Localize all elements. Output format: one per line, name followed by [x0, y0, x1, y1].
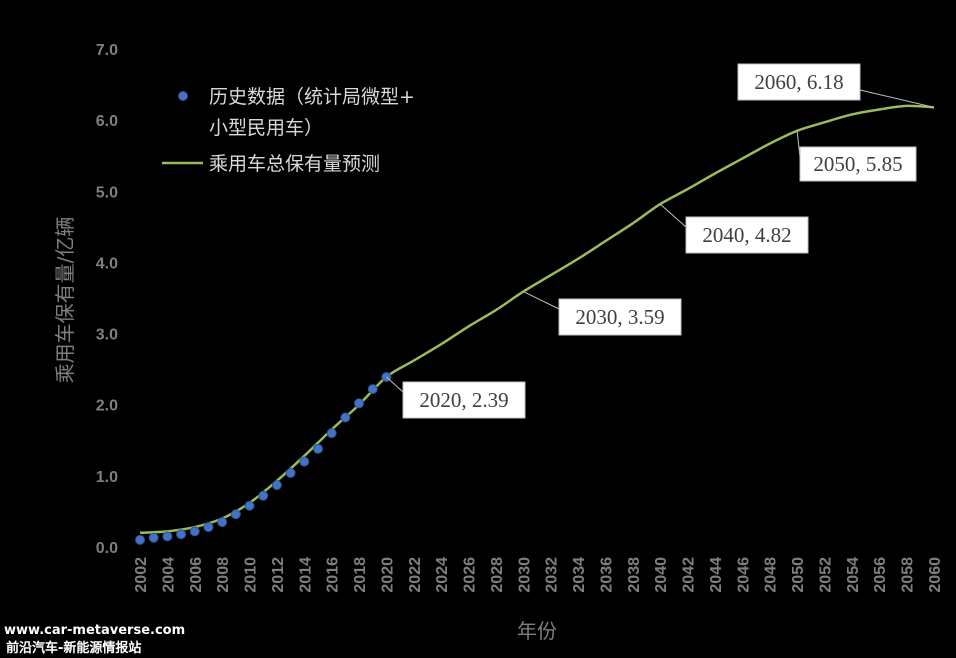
y-tick-label: 6.0 [96, 113, 118, 130]
callout-box [737, 63, 861, 101]
historical-point [354, 398, 365, 409]
historical-point [299, 456, 310, 467]
x-tick-label: 2040 [653, 557, 670, 593]
historical-point [135, 534, 145, 545]
x-tick-label: 2056 [872, 557, 889, 593]
callout-box [402, 381, 526, 419]
historical-point [244, 500, 255, 511]
historical-point [340, 412, 351, 423]
historical-point [271, 480, 282, 491]
callout-label: 2020, 2.39 [419, 388, 508, 412]
y-tick-label: 5.0 [96, 184, 118, 201]
x-tick-label: 2044 [708, 557, 725, 593]
x-tick-label: 2048 [763, 557, 780, 593]
y-axis-ticks: 0.0 1.0 2.0 3.0 4.0 5.0 6.0 7.0 [96, 42, 118, 557]
x-tick-label: 2024 [434, 557, 451, 593]
x-tick-label: 2060 [927, 557, 944, 593]
x-tick-label: 2022 [407, 557, 424, 593]
x-axis-ticks: 2002 2004 2006 2008 2010 2012 2014 2016 2018 2020… [133, 557, 944, 593]
x-tick-label: 2058 [900, 557, 917, 593]
x-tick-label: 2034 [571, 557, 588, 593]
watermark-title: 前沿汽车-新能源情报站 [6, 640, 141, 656]
y-tick-label: 1.0 [96, 469, 118, 486]
x-tick-label: 2054 [845, 557, 862, 593]
callout-label: 2040, 4.82 [702, 223, 791, 247]
historical-series [135, 371, 392, 545]
x-tick-label: 2036 [598, 557, 615, 593]
x-tick-label: 2014 [297, 557, 314, 593]
x-tick-label: 2020 [379, 557, 396, 593]
y-tick-label: 4.0 [96, 255, 118, 272]
x-tick-label: 2042 [681, 557, 698, 593]
x-tick-label: 2010 [243, 557, 260, 593]
x-axis-title: 年份 [517, 619, 557, 643]
callout-box [799, 146, 917, 182]
callout-box [558, 298, 682, 336]
historical-point [162, 531, 173, 542]
callout-box [685, 216, 809, 254]
x-tick-label: 2018 [352, 557, 369, 593]
watermark: www.car-metaverse.com 前沿汽车-新能源情报站 [4, 623, 185, 656]
historical-point [258, 490, 269, 501]
callout-leader [859, 89, 935, 108]
y-tick-label: 3.0 [96, 327, 118, 344]
callout-label: 2060, 6.18 [754, 70, 843, 94]
historical-point [367, 384, 378, 395]
y-axis-title: 乘用车保有量/亿辆 [53, 217, 77, 384]
y-tick-label: 7.0 [96, 42, 118, 59]
x-tick-label: 2016 [325, 557, 342, 593]
historical-point [326, 428, 337, 439]
x-tick-label: 2032 [544, 557, 561, 593]
x-tick-label: 2046 [735, 557, 752, 593]
historical-point [285, 468, 296, 479]
callout-leader [386, 376, 404, 393]
x-tick-label: 2052 [817, 557, 834, 593]
x-tick-label: 2002 [133, 557, 150, 593]
y-tick-label: 2.0 [96, 398, 118, 415]
x-tick-label: 2006 [188, 557, 205, 593]
callout-leader [659, 203, 687, 228]
historical-point [176, 529, 187, 540]
x-tick-label: 2050 [790, 557, 807, 593]
historical-point [217, 517, 228, 528]
legend-marker-historical [178, 91, 188, 101]
historical-point [189, 526, 200, 537]
x-tick-label: 2038 [626, 557, 643, 593]
legend: 历史数据（统计局微型+ 小型民用车） 乘用车总保有量预测 [162, 86, 415, 175]
callout-label: 2050, 5.85 [813, 152, 902, 176]
historical-point [312, 443, 323, 454]
watermark-url: www.car-metaverse.com [4, 623, 185, 638]
historical-point [230, 509, 241, 520]
y-tick-label: 0.0 [96, 540, 118, 557]
legend-label-historical-line1: 历史数据（统计局微型+ [209, 86, 415, 108]
legend-label-forecast: 乘用车总保有量预测 [209, 153, 380, 175]
historical-point [148, 532, 159, 543]
callout-leader [523, 291, 560, 310]
callout-annotations: 2020, 2.39 2030, 3.59 2040, 4.82 2050, 5.85… [386, 63, 935, 419]
historical-point [203, 522, 214, 533]
x-tick-label: 2030 [516, 557, 533, 593]
x-tick-label: 2004 [160, 557, 177, 593]
x-tick-label: 2028 [489, 557, 506, 593]
legend-label-historical-line2: 小型民用车） [209, 117, 323, 139]
x-tick-label: 2026 [462, 557, 479, 593]
callout-label: 2030, 3.59 [575, 305, 664, 329]
x-tick-label: 2008 [215, 557, 232, 593]
x-tick-label: 2012 [270, 557, 287, 593]
